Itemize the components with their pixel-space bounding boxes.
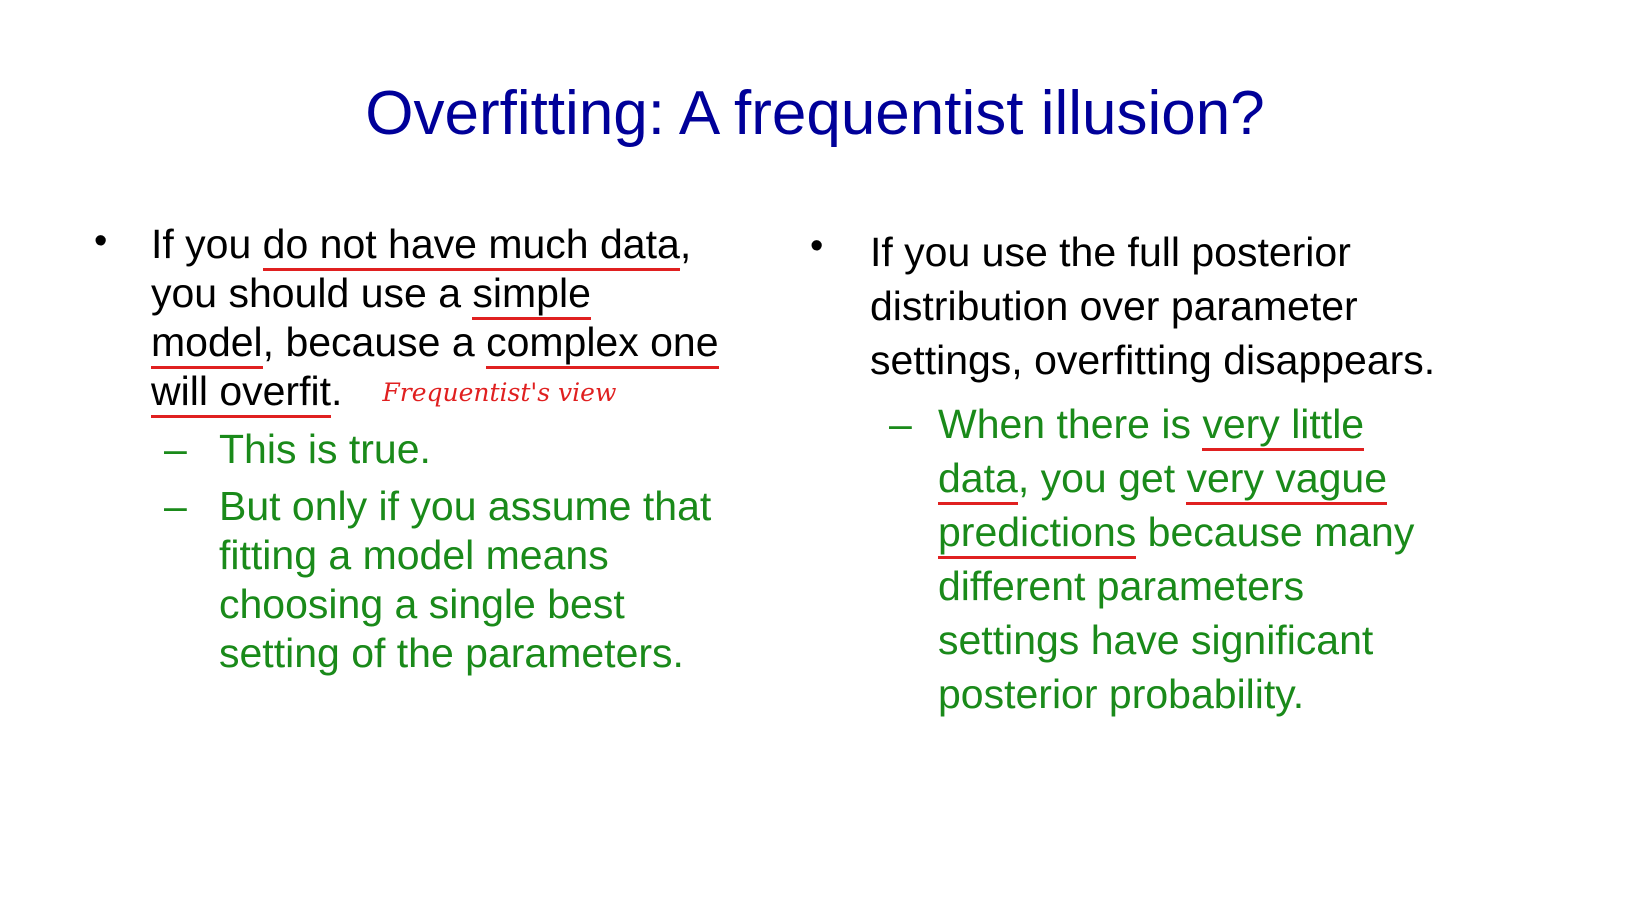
sub-line: setting of the parameters. [219, 630, 684, 676]
handwritten-annotation: Frequentist's view [382, 378, 617, 407]
bullet-left: • [94, 220, 108, 262]
text-run: , you get [1017, 455, 1187, 501]
underlined-phrase: simple [472, 270, 591, 320]
right-column: • If you use the full posterior distribu… [810, 225, 1570, 721]
left-column: • If you do not have much data, you shou… [94, 220, 814, 678]
left-sub-1: – This is true. [164, 425, 819, 474]
text-run: , [679, 221, 692, 267]
right-sub-line-2: data, you get very vague [938, 451, 1558, 505]
left-line-2: you should use a simple [151, 269, 811, 320]
underlined-phrase: data [938, 455, 1018, 505]
right-line-2: distribution over parameter [870, 283, 1358, 329]
underlined-phrase: model [151, 319, 263, 369]
right-bullet-text: If you use the full posterior distributi… [870, 225, 1570, 387]
underlined-phrase: predictions [938, 509, 1137, 559]
underlined-phrase: do not have much data [262, 221, 680, 271]
text-run: , because a [262, 319, 487, 365]
right-sub-line-1: When there is very little [938, 397, 1558, 451]
sub-text: This is true. [219, 426, 431, 472]
text-run: When there is [938, 401, 1203, 447]
underlined-phrase: will overfit [151, 368, 331, 418]
right-line-1: If you use the full posterior [870, 229, 1351, 275]
left-sub-2: – But only if you assume that fitting a … [164, 482, 819, 678]
underlined-phrase: complex one [486, 319, 719, 369]
left-line-3: model, because a complex one [151, 318, 811, 369]
right-sub-line-4: different parameters [938, 563, 1305, 609]
text-run: because many [1136, 509, 1415, 555]
text-run: . [330, 368, 343, 414]
underlined-phrase: very vague [1186, 455, 1388, 505]
right-sub-line-6: posterior probability. [938, 671, 1305, 717]
dash-bullet: – [164, 483, 187, 529]
right-sub-1: – When there is very little data, you ge… [889, 397, 1558, 721]
slide-title: Overfitting: A frequentist illusion? [365, 79, 1265, 148]
right-sub-line-3: predictions because many [938, 505, 1558, 559]
sub-line: choosing a single best [219, 581, 625, 627]
sub-line: fitting a model means [219, 532, 609, 578]
left-line-1: If you do not have much data, [151, 220, 811, 271]
bullet-right: • [810, 225, 824, 267]
sub-line: But only if you assume that [219, 483, 712, 529]
left-bullet-text: If you do not have much data, you should… [151, 220, 811, 418]
right-line-3: settings, overfitting disappears. [870, 337, 1436, 383]
dash-bullet: – [164, 426, 187, 472]
underlined-phrase: very little [1202, 401, 1365, 451]
right-sub-line-5: settings have significant [938, 617, 1374, 663]
text-run: you should use a [151, 270, 473, 316]
left-line-4: will overfit. Frequentist's view [151, 367, 811, 418]
dash-bullet: – [889, 401, 912, 447]
text-run: If you [151, 221, 263, 267]
